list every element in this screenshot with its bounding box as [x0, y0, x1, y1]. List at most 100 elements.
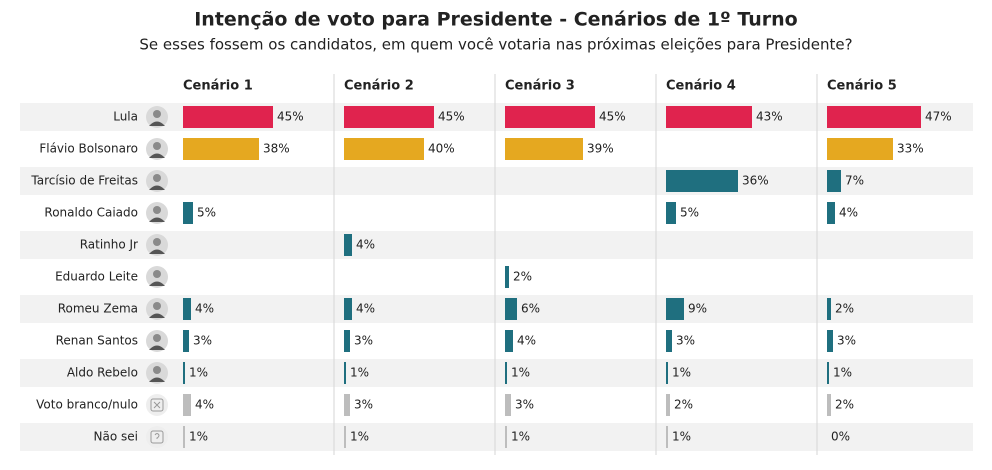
value-label: 45%: [599, 110, 626, 124]
avatar-body: [149, 153, 165, 158]
bar: [827, 362, 829, 384]
value-label: 38%: [263, 142, 290, 156]
avatar-head: [153, 334, 161, 342]
bar: [344, 394, 350, 416]
category-label: Renan Santos: [56, 334, 138, 348]
column-header: Cenário 5: [827, 79, 897, 94]
bar: [183, 426, 185, 448]
icon-x: [153, 401, 161, 409]
avatar-head: [153, 238, 161, 246]
value-label: 4%: [356, 302, 375, 316]
column-header: Cenário 3: [505, 79, 575, 94]
bar: [666, 330, 672, 352]
category-label: Voto branco/nulo: [36, 398, 138, 412]
column-header: Cenário 2: [344, 79, 414, 94]
bar: [183, 330, 189, 352]
bar: [344, 298, 352, 320]
avatar-head: [153, 206, 161, 214]
value-label: 1%: [350, 366, 369, 380]
value-label: 1%: [833, 366, 852, 380]
value-label: 1%: [350, 430, 369, 444]
value-label: 3%: [354, 334, 373, 348]
bar: [505, 138, 583, 160]
row-background: [20, 231, 973, 259]
value-label: 43%: [756, 110, 783, 124]
icon-box: [150, 398, 164, 412]
bar: [666, 106, 752, 128]
value-label: 40%: [428, 142, 455, 156]
bar: [183, 298, 191, 320]
value-label: 45%: [438, 110, 465, 124]
value-label: 2%: [674, 398, 693, 412]
chart-title: Intenção de voto para Presidente - Cenár…: [194, 9, 798, 31]
bar: [827, 170, 841, 192]
value-label: 5%: [680, 206, 699, 220]
bar: [827, 202, 835, 224]
bar: [183, 106, 273, 128]
bar: [183, 202, 193, 224]
bar: [505, 426, 507, 448]
value-label: 3%: [676, 334, 695, 348]
bar: [183, 362, 185, 384]
avatar-body: [149, 345, 165, 350]
bar: [183, 138, 259, 160]
bar: [505, 330, 513, 352]
row-background: [20, 295, 973, 323]
bar: [666, 394, 670, 416]
value-label: 3%: [354, 398, 373, 412]
category-label: Aldo Rebelo: [67, 366, 138, 380]
bar: [344, 234, 352, 256]
category-label: Ratinho Jr: [80, 238, 138, 252]
icon-box: [150, 430, 164, 444]
bar: [666, 170, 738, 192]
category-label: Flávio Bolsonaro: [39, 142, 138, 156]
value-label: 3%: [193, 334, 212, 348]
avatar-body: [149, 121, 165, 126]
bar: [505, 266, 509, 288]
bar: [827, 138, 893, 160]
avatar-head: [153, 174, 161, 182]
avatar-body: [149, 313, 165, 318]
value-label: 3%: [837, 334, 856, 348]
category-label: Romeu Zema: [58, 302, 138, 316]
value-label: 39%: [587, 142, 614, 156]
value-label: 1%: [189, 430, 208, 444]
bar: [344, 426, 346, 448]
icon-bg: [146, 426, 168, 448]
avatar-body: [149, 281, 165, 286]
bar: [827, 330, 833, 352]
bar: [183, 394, 191, 416]
bar: [505, 106, 595, 128]
category-label: Ronaldo Caiado: [44, 206, 138, 220]
value-label: 9%: [688, 302, 707, 316]
value-label: 2%: [513, 270, 532, 284]
bar: [505, 298, 517, 320]
bar: [344, 330, 350, 352]
value-label: 4%: [356, 238, 375, 252]
avatar-body: [149, 377, 165, 382]
row-background: [20, 359, 973, 387]
row-background: [20, 167, 973, 195]
value-label: 3%: [515, 398, 534, 412]
avatar-head: [153, 270, 161, 278]
avatar-head: [153, 142, 161, 150]
column-header: Cenário 1: [183, 79, 253, 94]
value-label: 1%: [672, 366, 691, 380]
bar: [505, 362, 507, 384]
icon-question: [154, 433, 160, 439]
value-label: 5%: [197, 206, 216, 220]
bar: [827, 394, 831, 416]
bar: [666, 202, 676, 224]
bar: [666, 362, 668, 384]
row-background: [20, 103, 973, 131]
avatar-body: [149, 217, 165, 222]
bar: [666, 426, 668, 448]
bar: [344, 362, 346, 384]
bar: [344, 106, 434, 128]
value-label: 36%: [742, 174, 769, 188]
value-label: 47%: [925, 110, 952, 124]
avatar-head: [153, 366, 161, 374]
value-label: 1%: [511, 366, 530, 380]
value-label: 4%: [839, 206, 858, 220]
